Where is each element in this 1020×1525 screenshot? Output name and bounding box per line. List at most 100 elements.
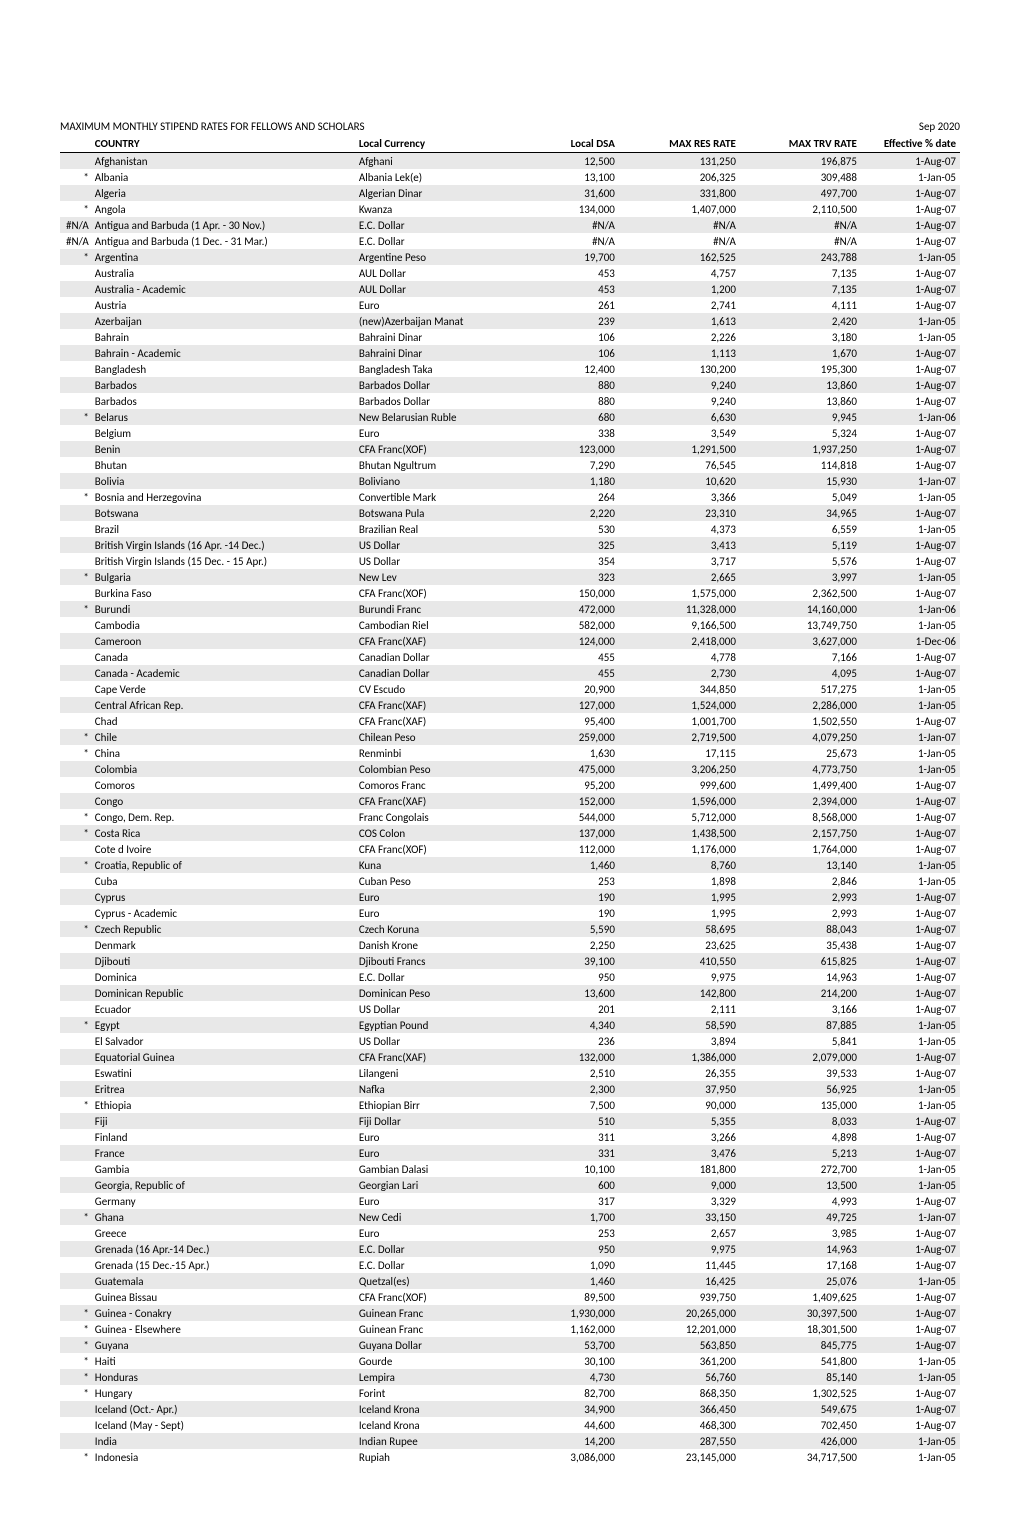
- table-row: #N/AAntigua and Barbuda (1 Apr. - 30 Nov…: [60, 217, 960, 233]
- cell-res: 58,590: [619, 1017, 740, 1033]
- cell-trv: 13,860: [740, 377, 861, 393]
- cell-res: 1,898: [619, 873, 740, 889]
- cell-eff: 1-Aug-07: [861, 809, 960, 825]
- cell-currency: CFA Franc(XOF): [355, 841, 509, 857]
- cell-currency: Iceland Krona: [355, 1401, 509, 1417]
- cell-eff: 1-Aug-07: [861, 585, 960, 601]
- cell-eff: 1-Jan-05: [861, 1369, 960, 1385]
- cell-trv: 88,043: [740, 921, 861, 937]
- table-row: ChadCFA Franc(XAF)95,4001,001,7001,502,5…: [60, 713, 960, 729]
- cell-dsa: 259,000: [509, 729, 619, 745]
- cell-trv: 2,993: [740, 889, 861, 905]
- cell-res: 410,550: [619, 953, 740, 969]
- cell-marker: [60, 905, 91, 921]
- cell-dsa: 317: [509, 1193, 619, 1209]
- cell-res: 2,418,000: [619, 633, 740, 649]
- cell-currency: Guyana Dollar: [355, 1337, 509, 1353]
- cell-country: Djibouti: [91, 953, 355, 969]
- cell-country: Cuba: [91, 873, 355, 889]
- cell-country: Honduras: [91, 1369, 355, 1385]
- cell-currency: Barbados Dollar: [355, 393, 509, 409]
- cell-currency: Renminbi: [355, 745, 509, 761]
- cell-trv: 8,033: [740, 1113, 861, 1129]
- cell-currency: US Dollar: [355, 1001, 509, 1017]
- cell-eff: 1-Aug-07: [861, 185, 960, 201]
- cell-dsa: 89,500: [509, 1289, 619, 1305]
- cell-eff: 1-Aug-07: [861, 841, 960, 857]
- cell-dsa: 12,400: [509, 361, 619, 377]
- cell-currency: (new)Azerbaijan Manat: [355, 313, 509, 329]
- table-row: Guinea BissauCFA Franc(XOF)89,500939,750…: [60, 1289, 960, 1305]
- cell-currency: Colombian Peso: [355, 761, 509, 777]
- cell-country: British Virgin Islands (16 Apr. -14 Dec.…: [91, 537, 355, 553]
- cell-eff: 1-Aug-07: [861, 793, 960, 809]
- cell-marker: [60, 1257, 91, 1273]
- cell-eff: 1-Aug-07: [861, 969, 960, 985]
- cell-dsa: 137,000: [509, 825, 619, 841]
- cell-country: Bahrain: [91, 329, 355, 345]
- cell-res: 33,150: [619, 1209, 740, 1225]
- cell-res: 11,445: [619, 1257, 740, 1273]
- table-row: GermanyEuro3173,3294,9931-Aug-07: [60, 1193, 960, 1209]
- cell-currency: E.C. Dollar: [355, 1241, 509, 1257]
- cell-country: Burkina Faso: [91, 585, 355, 601]
- cell-currency: CFA Franc(XOF): [355, 1289, 509, 1305]
- cell-currency: Forint: [355, 1385, 509, 1401]
- cell-currency: Iceland Krona: [355, 1417, 509, 1433]
- cell-trv: 5,841: [740, 1033, 861, 1049]
- cell-currency: CFA Franc(XOF): [355, 441, 509, 457]
- table-row: AustraliaAUL Dollar4534,7577,1351-Aug-07: [60, 265, 960, 281]
- cell-res: #N/A: [619, 233, 740, 249]
- cell-marker: [60, 1417, 91, 1433]
- table-row: Burkina FasoCFA Franc(XOF)150,0001,575,0…: [60, 585, 960, 601]
- cell-marker: [60, 393, 91, 409]
- cell-currency: Burundi Franc: [355, 601, 509, 617]
- cell-currency: E.C. Dollar: [355, 233, 509, 249]
- cell-res: 563,850: [619, 1337, 740, 1353]
- table-row: *AlbaniaAlbania Lek(e)13,100206,325309,4…: [60, 169, 960, 185]
- cell-country: El Salvador: [91, 1033, 355, 1049]
- cell-dsa: 132,000: [509, 1049, 619, 1065]
- cell-dsa: 31,600: [509, 185, 619, 201]
- cell-marker: [60, 1081, 91, 1097]
- cell-res: 26,355: [619, 1065, 740, 1081]
- cell-marker: #N/A: [60, 233, 91, 249]
- cell-trv: 34,717,500: [740, 1449, 861, 1465]
- cell-dsa: 510: [509, 1113, 619, 1129]
- cell-currency: US Dollar: [355, 537, 509, 553]
- cell-country: Barbados: [91, 377, 355, 393]
- cell-dsa: 95,200: [509, 777, 619, 793]
- cell-currency: Quetzal(es): [355, 1273, 509, 1289]
- cell-marker: [60, 1065, 91, 1081]
- table-row: AustriaEuro2612,7414,1111-Aug-07: [60, 297, 960, 313]
- cell-currency: Bahraini Dinar: [355, 345, 509, 361]
- table-row: BarbadosBarbados Dollar8809,24013,8601-A…: [60, 393, 960, 409]
- cell-marker: [60, 1145, 91, 1161]
- cell-currency: Rupiah: [355, 1449, 509, 1465]
- cell-marker: *: [60, 1353, 91, 1369]
- cell-marker: *: [60, 1209, 91, 1225]
- cell-dsa: 236: [509, 1033, 619, 1049]
- cell-trv: 2,394,000: [740, 793, 861, 809]
- cell-res: 9,975: [619, 1241, 740, 1257]
- cell-currency: CV Escudo: [355, 681, 509, 697]
- cell-eff: 1-Aug-07: [861, 921, 960, 937]
- cell-res: 3,549: [619, 425, 740, 441]
- cell-trv: 2,362,500: [740, 585, 861, 601]
- table-row: *IndonesiaRupiah3,086,00023,145,00034,71…: [60, 1449, 960, 1465]
- cell-country: Colombia: [91, 761, 355, 777]
- cell-marker: *: [60, 569, 91, 585]
- cell-trv: 5,049: [740, 489, 861, 505]
- cell-marker: *: [60, 745, 91, 761]
- cell-country: Cape Verde: [91, 681, 355, 697]
- cell-eff: 1-Jan-05: [861, 1449, 960, 1465]
- table-row: BarbadosBarbados Dollar8809,24013,8601-A…: [60, 377, 960, 393]
- cell-marker: [60, 441, 91, 457]
- table-row: Central African Rep.CFA Franc(XAF)127,00…: [60, 697, 960, 713]
- cell-eff: 1-Aug-07: [861, 1257, 960, 1273]
- cell-currency: Boliviano: [355, 473, 509, 489]
- cell-dsa: 95,400: [509, 713, 619, 729]
- cell-trv: 35,438: [740, 937, 861, 953]
- cell-eff: 1-Jan-07: [861, 729, 960, 745]
- cell-dsa: 544,000: [509, 809, 619, 825]
